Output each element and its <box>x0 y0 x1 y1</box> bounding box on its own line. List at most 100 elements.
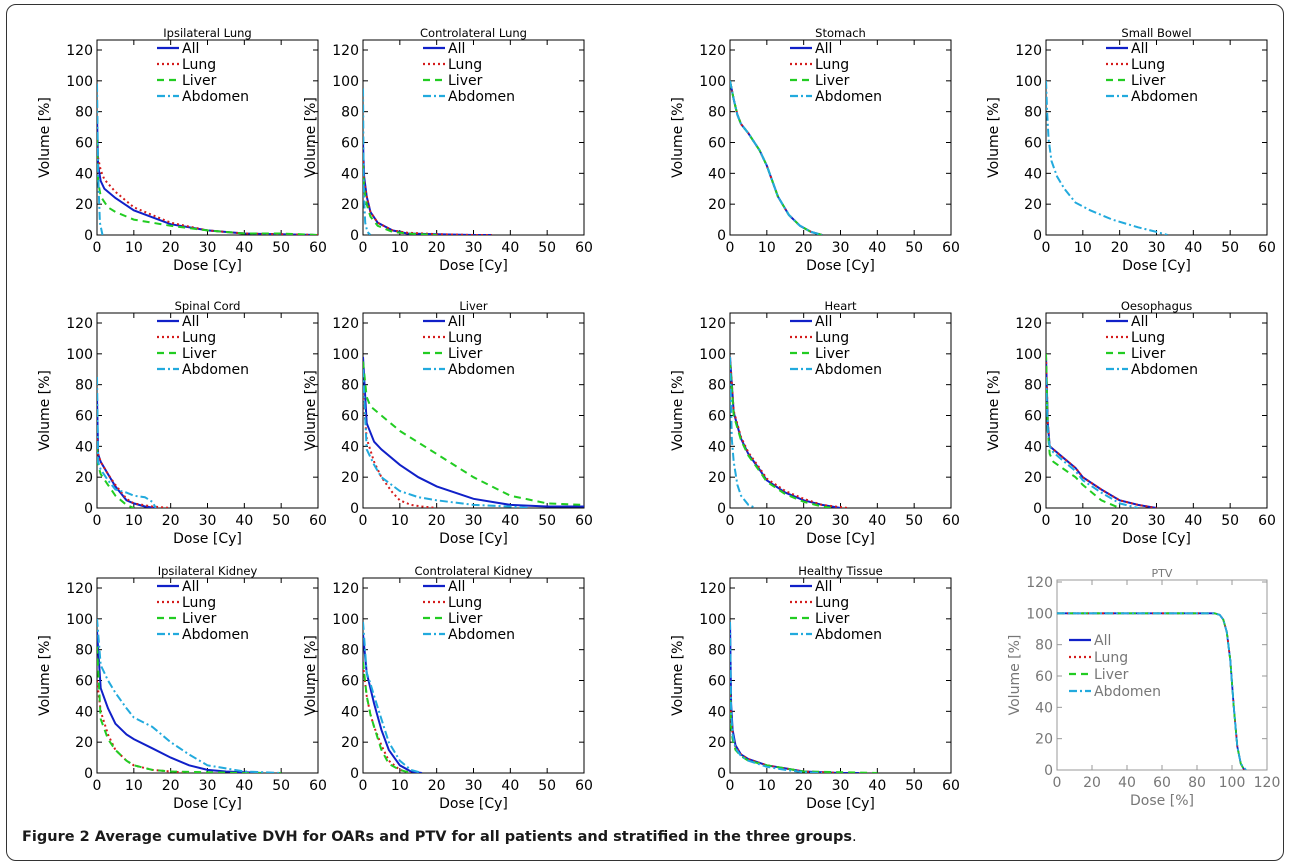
x-tick-label: 50 <box>905 513 923 529</box>
legend-label-all: All <box>815 41 832 57</box>
legend-label-abdomen: Abdomen <box>815 627 882 643</box>
x-tick-label: 100 <box>1219 775 1246 791</box>
x-tick-label: 30 <box>1148 240 1166 256</box>
y-tick-label: 60 <box>708 409 726 425</box>
x-tick-label: 20 <box>795 513 813 529</box>
x-tick-label: 10 <box>758 240 776 256</box>
series-line-liver <box>97 139 318 235</box>
y-tick-label: 80 <box>708 643 726 659</box>
y-tick-label: 0 <box>350 501 359 517</box>
y-tick-label: 40 <box>1024 439 1042 455</box>
x-tick-label: 50 <box>272 513 290 529</box>
x-tick-label: 60 <box>575 513 593 529</box>
y-tick-label: 0 <box>84 228 93 244</box>
x-tick-label: 30 <box>832 513 850 529</box>
y-axis-label: Volume [%] <box>670 97 686 178</box>
x-tick-label: 0 <box>359 778 368 794</box>
figure-frame <box>6 4 1284 861</box>
x-tick-label: 30 <box>465 240 483 256</box>
y-tick-label: 40 <box>75 439 93 455</box>
legend-label-abdomen: Abdomen <box>815 89 882 105</box>
y-tick-label: 0 <box>717 501 726 517</box>
x-tick-label: 50 <box>905 240 923 256</box>
legend-label-liver: Liver <box>815 346 850 362</box>
y-tick-label: 40 <box>341 704 359 720</box>
legend-label-lung: Lung <box>182 595 216 611</box>
legend-label-lung: Lung <box>448 595 482 611</box>
y-tick-label: 120 <box>699 43 726 59</box>
y-tick-label: 100 <box>699 74 726 90</box>
chart-heart: Heart 0 20 40 60 80 100 120 0 10 20 30 40 50 60 Dose [C… <box>670 299 960 547</box>
y-tick-label: 0 <box>1033 501 1042 517</box>
chart-oesophagus: Oesophagus 0 20 40 60 80 100 120 0 10 20 30 40 50 60 Do… <box>986 299 1276 547</box>
x-tick-label: 60 <box>309 778 327 794</box>
legend-label-all: All <box>1094 633 1111 649</box>
x-tick-label: 40 <box>1184 240 1202 256</box>
x-tick-label: 80 <box>1188 775 1206 791</box>
x-tick-label: 50 <box>272 240 290 256</box>
y-tick-label: 100 <box>1015 347 1042 363</box>
x-tick-label: 50 <box>538 778 556 794</box>
y-tick-label: 20 <box>341 735 359 751</box>
y-tick-label: 120 <box>332 581 359 597</box>
chart-title: PTV <box>1152 567 1173 580</box>
x-tick-label: 40 <box>868 778 886 794</box>
y-tick-label: 120 <box>332 316 359 332</box>
x-tick-label: 60 <box>1153 775 1171 791</box>
x-tick-label: 50 <box>272 778 290 794</box>
y-tick-label: 80 <box>1024 378 1042 394</box>
legend-label-all: All <box>1131 41 1148 57</box>
caption-text: Average cumulative DVH for OARs and PTV … <box>89 829 852 845</box>
x-tick-label: 60 <box>575 778 593 794</box>
x-tick-label: 0 <box>93 778 102 794</box>
y-tick-label: 120 <box>1015 316 1042 332</box>
y-tick-label: 20 <box>708 470 726 486</box>
chart-title: Small Bowel <box>1121 26 1191 40</box>
x-axis-label: Dose [Cy] <box>1122 531 1191 547</box>
x-axis-label: Dose [Cy] <box>806 258 875 274</box>
legend-label-lung: Lung <box>815 595 849 611</box>
x-tick-label: 60 <box>309 513 327 529</box>
legend-label-all: All <box>182 314 199 330</box>
x-tick-label: 50 <box>1221 240 1239 256</box>
y-tick-label: 100 <box>699 612 726 628</box>
legend-label-liver: Liver <box>1131 346 1166 362</box>
y-tick-label: 80 <box>708 378 726 394</box>
x-tick-label: 50 <box>905 778 923 794</box>
legend-label-abdomen: Abdomen <box>1094 684 1161 700</box>
series-line-liver <box>1046 353 1121 508</box>
x-tick-label: 0 <box>359 513 368 529</box>
chart-liver: Liver 0 20 40 60 80 100 120 0 10 20 30 40 50 60 Dose [C… <box>303 299 593 547</box>
x-tick-label: 0 <box>93 240 102 256</box>
x-tick-label: 20 <box>162 513 180 529</box>
y-tick-label: 40 <box>1024 166 1042 182</box>
x-axis-label: Dose [Cy] <box>173 258 242 274</box>
chart-title: Oesophagus <box>1121 299 1192 313</box>
x-axis-label: Dose [Cy] <box>173 531 242 547</box>
x-tick-label: 40 <box>235 513 253 529</box>
y-tick-label: 100 <box>66 612 93 628</box>
y-tick-label: 120 <box>66 43 93 59</box>
y-tick-label: 80 <box>708 105 726 121</box>
series-line-abdomen <box>97 376 157 508</box>
chart-title: Healthy Tissue <box>798 564 882 578</box>
caption-end: . <box>851 829 857 845</box>
y-tick-label: 40 <box>75 166 93 182</box>
series-line-abdomen <box>730 621 823 773</box>
x-tick-label: 50 <box>538 240 556 256</box>
y-tick-label: 20 <box>75 735 93 751</box>
series-line-liver <box>363 361 584 506</box>
series-line-all <box>363 142 492 235</box>
chart-title: Controlateral Lung <box>420 26 527 40</box>
x-tick-label: 0 <box>726 778 735 794</box>
y-tick-label: 120 <box>699 581 726 597</box>
x-tick-label: 20 <box>428 513 446 529</box>
x-tick-label: 10 <box>125 240 143 256</box>
legend-label-abdomen: Abdomen <box>815 362 882 378</box>
y-tick-label: 120 <box>332 43 359 59</box>
y-tick-label: 100 <box>332 74 359 90</box>
series-line-abdomen <box>1057 612 1247 770</box>
chart-title: Controlateral Kidney <box>414 564 532 578</box>
y-tick-label: 60 <box>341 136 359 152</box>
legend-label-liver: Liver <box>1094 667 1129 683</box>
